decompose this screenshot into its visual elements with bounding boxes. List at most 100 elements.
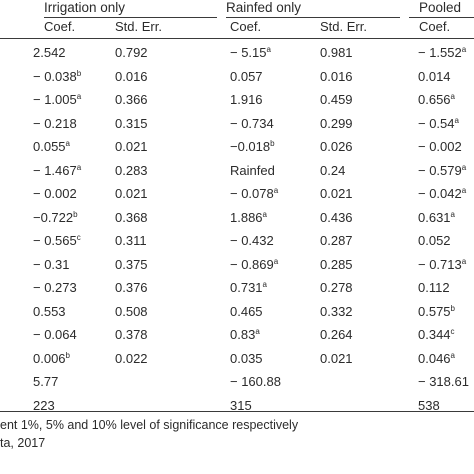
cell-value: 0.057 (230, 68, 263, 84)
table-cell: 0.376 (115, 280, 148, 295)
table-cell: 0.021 (115, 139, 148, 154)
cell-value: 0.436 (320, 209, 353, 225)
cell-value: 0.035 (230, 350, 263, 366)
table-cell: − 0.869a (230, 257, 278, 272)
table-cell: 0.057 (230, 69, 263, 84)
table-cell: −0.722b (33, 210, 78, 225)
significance-marker: b (270, 139, 275, 148)
cell-value: 0.283 (115, 162, 148, 178)
table-cell: 223 (33, 398, 55, 413)
table-cell: 0.016 (320, 69, 353, 84)
cell-value: 0.315 (115, 115, 148, 131)
table-cell: 0.046a (418, 351, 455, 366)
table-cell: 0.631a (418, 210, 455, 225)
significance-marker: a (76, 162, 82, 172)
table-cell: 0.731a (230, 280, 267, 295)
table-cell: 0.465 (230, 304, 263, 319)
cell-value: 0.332 (320, 303, 353, 319)
group-rule-irrigation (44, 17, 217, 18)
cell-value: 0.264 (320, 327, 353, 342)
table-cell: 0.366 (115, 92, 148, 107)
column-header: Std. Err. (320, 19, 367, 34)
cell-value: 315 (230, 397, 252, 413)
table-cell: 0.459 (320, 92, 353, 107)
cell-value: − 318.61 (418, 374, 469, 389)
table-cell: − 5.15a (230, 45, 271, 60)
cell-value: 1.916 (230, 92, 263, 107)
cell-value: − 160.88 (230, 374, 281, 389)
table-cell: − 0.734 (230, 116, 274, 131)
cell-value: − 0.064 (33, 327, 77, 342)
cell-value: 0.553 (33, 303, 66, 319)
cell-value: 0.792 (115, 45, 148, 60)
cell-value: 0.459 (320, 92, 353, 107)
table-cell: 0.792 (115, 45, 148, 60)
cell-value: 0.016 (115, 68, 148, 84)
table-cell: − 0.713a (418, 257, 466, 272)
cell-value: − 0.002 (33, 186, 77, 201)
cell-value: 0.046 (418, 350, 451, 366)
cell-value: 0.575 (418, 303, 451, 319)
table-cell: − 1.467a (33, 163, 81, 178)
table-cell: 0.055a (33, 139, 70, 154)
cell-value: − 0.31 (33, 256, 70, 272)
cell-value: 0.285 (320, 256, 353, 272)
significance-marker: a (450, 92, 455, 101)
cell-value: 0.287 (320, 233, 353, 248)
cell-value: 0.021 (320, 186, 353, 201)
cell-value: 0.731 (230, 280, 263, 295)
table-cell: 0.287 (320, 233, 353, 248)
table-cell: 0.052 (418, 233, 451, 248)
cell-value: − 1.005 (33, 92, 77, 107)
significance-marker: c (450, 327, 455, 336)
cell-value: 0.278 (320, 280, 353, 295)
table-cell: − 0.54a (418, 116, 459, 131)
table-cell: − 0.078a (230, 186, 278, 201)
cell-value: 0.368 (115, 209, 148, 225)
significance-marker: a (76, 92, 82, 101)
table-cell: − 0.002 (418, 139, 462, 154)
column-header: Coef. (230, 19, 262, 34)
group-header-rainfed: Rainfed only (226, 0, 302, 15)
cell-value: 0.83 (230, 327, 256, 342)
cell-value: − 0.54 (418, 115, 455, 131)
table-cell: 0.264 (320, 327, 353, 342)
table-cell: 0.014 (418, 69, 451, 84)
cell-value: 0.631 (418, 209, 451, 225)
table-cell: − 0.579a (418, 163, 466, 178)
cell-value: 0.656 (418, 92, 451, 107)
cell-value: 0.021 (320, 350, 353, 366)
table-cell: − 1.552a (418, 45, 466, 60)
significance-marker: a (450, 209, 455, 219)
cell-value: 0.375 (115, 256, 148, 272)
significance-marker: a (454, 115, 459, 125)
significance-marker: a (262, 280, 267, 289)
cell-value: Rainfed (230, 162, 275, 178)
table-cell: Rainfed (230, 163, 275, 178)
cell-value: − 1.467 (33, 162, 77, 178)
cell-value: − 0.869 (230, 256, 274, 272)
table-cell: 315 (230, 398, 252, 413)
table-cell: 2.542 (33, 45, 66, 60)
significance-marker: c (76, 233, 81, 242)
cell-value: 0.508 (115, 303, 148, 319)
cell-value: 0.378 (115, 327, 148, 342)
table-cell: 0.022 (115, 351, 148, 366)
cell-value: 2.542 (33, 45, 66, 60)
table-cell: 0.344c (418, 327, 455, 342)
table-cell: 0.553 (33, 304, 66, 319)
table-cell: 0.283 (115, 163, 148, 178)
cell-value: 0.311 (115, 233, 147, 248)
table-cell: − 0.218 (33, 116, 77, 131)
table-cell: 1.916 (230, 92, 263, 107)
significance-marker: a (273, 256, 279, 266)
column-header: Coef. (44, 19, 76, 34)
table-cell: − 0.038b (33, 69, 81, 84)
cell-value: 0.112 (418, 280, 450, 295)
header-bottom-rule (0, 38, 474, 39)
table-cell: 0.016 (115, 69, 148, 84)
column-header: Std. Err. (115, 19, 162, 34)
cell-value: − 0.002 (418, 139, 462, 154)
table-cell: 0.508 (115, 304, 148, 319)
significance-marker: b (450, 303, 455, 313)
